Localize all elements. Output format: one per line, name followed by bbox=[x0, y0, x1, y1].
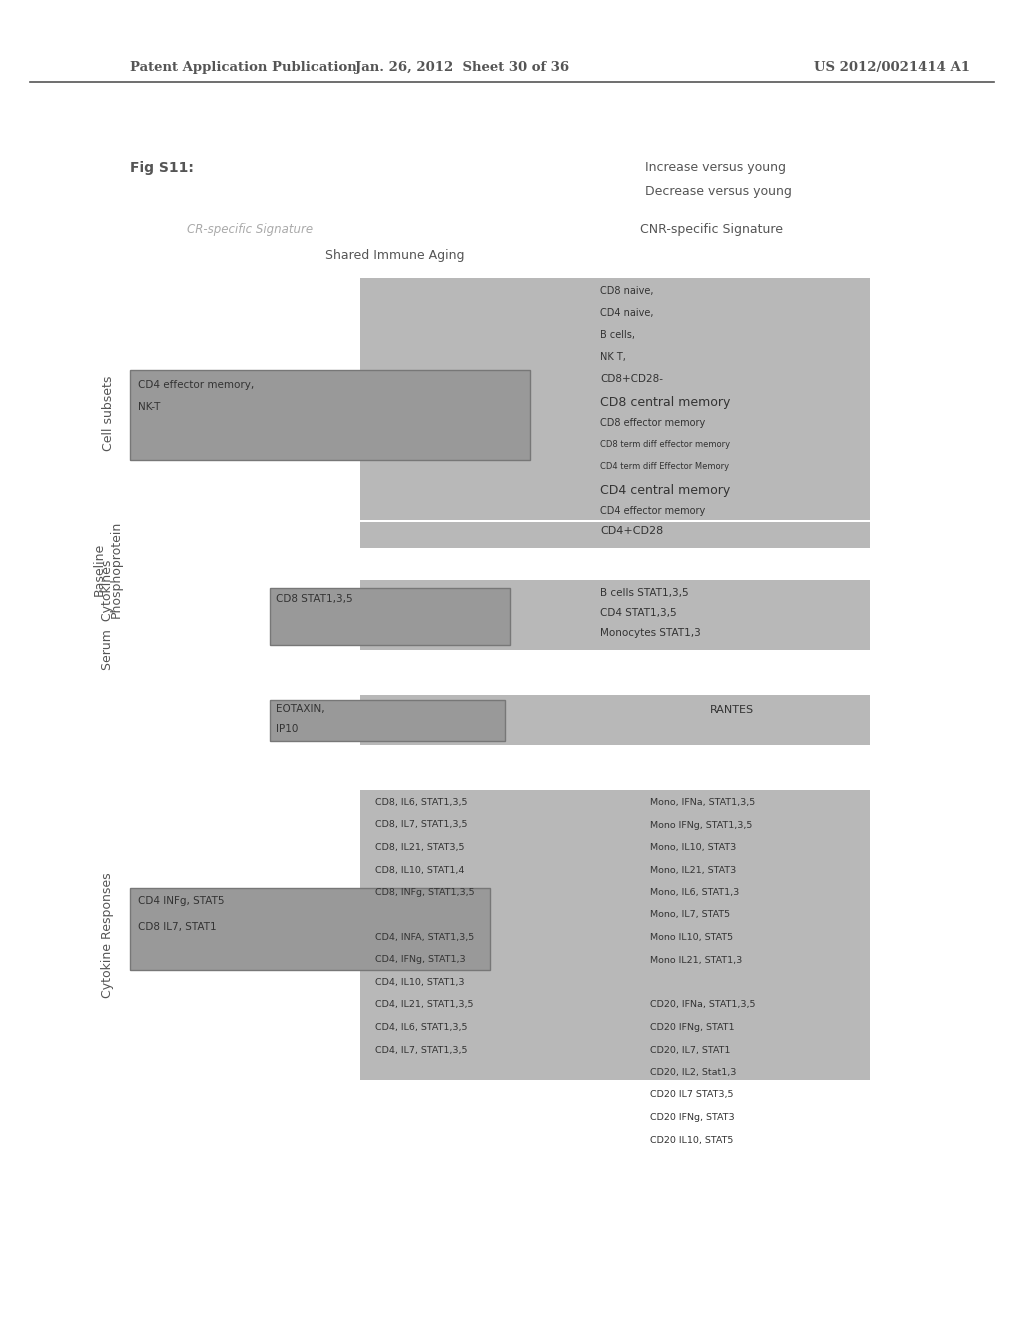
Text: NK T,: NK T, bbox=[600, 352, 626, 362]
Text: CD4 STAT1,3,5: CD4 STAT1,3,5 bbox=[600, 609, 677, 618]
Text: CD4, IL6, STAT1,3,5: CD4, IL6, STAT1,3,5 bbox=[375, 1023, 468, 1032]
Text: Mono IL21, STAT1,3: Mono IL21, STAT1,3 bbox=[650, 956, 742, 965]
Text: CD8+CD28-: CD8+CD28- bbox=[600, 374, 663, 384]
Text: CD8 STAT1,3,5: CD8 STAT1,3,5 bbox=[276, 594, 352, 605]
Text: Shared Immune Aging: Shared Immune Aging bbox=[326, 248, 465, 261]
Text: CD4 INFg, STAT5: CD4 INFg, STAT5 bbox=[138, 896, 224, 906]
Text: CD8 term diff effector memory: CD8 term diff effector memory bbox=[600, 440, 730, 449]
Text: CD20, IL2, Stat1,3: CD20, IL2, Stat1,3 bbox=[650, 1068, 736, 1077]
Text: CD20, IFNa, STAT1,3,5: CD20, IFNa, STAT1,3,5 bbox=[650, 1001, 756, 1010]
Text: CD4 effector memory,: CD4 effector memory, bbox=[138, 380, 254, 389]
Text: CD8 IL7, STAT1: CD8 IL7, STAT1 bbox=[138, 921, 217, 932]
FancyBboxPatch shape bbox=[360, 696, 870, 744]
Text: B cells,: B cells, bbox=[600, 330, 635, 341]
Text: Patent Application Publication: Patent Application Publication bbox=[130, 62, 356, 74]
FancyBboxPatch shape bbox=[360, 521, 870, 548]
Text: CD8, IL21, STAT3,5: CD8, IL21, STAT3,5 bbox=[375, 843, 465, 851]
FancyBboxPatch shape bbox=[270, 587, 510, 645]
Text: Monocytes STAT1,3: Monocytes STAT1,3 bbox=[600, 628, 700, 638]
Text: RANTES: RANTES bbox=[710, 705, 754, 715]
Text: Cytokine Responses: Cytokine Responses bbox=[101, 873, 115, 998]
Text: CD20 IFNg, STAT3: CD20 IFNg, STAT3 bbox=[650, 1113, 734, 1122]
Text: EOTAXIN,: EOTAXIN, bbox=[276, 704, 325, 714]
Text: CD4+CD28: CD4+CD28 bbox=[600, 525, 664, 536]
Text: CD4 effector memory: CD4 effector memory bbox=[600, 506, 706, 516]
FancyBboxPatch shape bbox=[130, 888, 490, 970]
Text: Mono IL10, STAT5: Mono IL10, STAT5 bbox=[650, 933, 733, 942]
FancyBboxPatch shape bbox=[360, 789, 870, 1080]
Text: NK-T: NK-T bbox=[138, 403, 161, 412]
Text: Baseline
Phosphoprotein: Baseline Phosphoprotein bbox=[93, 520, 123, 618]
Text: CD8 central memory: CD8 central memory bbox=[600, 396, 730, 409]
Text: CD8, IL7, STAT1,3,5: CD8, IL7, STAT1,3,5 bbox=[375, 821, 468, 829]
Text: Mono, IL6, STAT1,3: Mono, IL6, STAT1,3 bbox=[650, 888, 739, 898]
Text: CD4, IL21, STAT1,3,5: CD4, IL21, STAT1,3,5 bbox=[375, 1001, 473, 1010]
Text: Mono, IL21, STAT3: Mono, IL21, STAT3 bbox=[650, 866, 736, 874]
Text: Serum  Cytokines: Serum Cytokines bbox=[101, 560, 115, 671]
FancyBboxPatch shape bbox=[360, 579, 870, 649]
Text: CD8, IL6, STAT1,3,5: CD8, IL6, STAT1,3,5 bbox=[375, 799, 468, 807]
Text: CD20, IL7, STAT1: CD20, IL7, STAT1 bbox=[650, 1045, 730, 1055]
Text: Decrease versus young: Decrease versus young bbox=[645, 186, 792, 198]
Text: Mono, IL7, STAT5: Mono, IL7, STAT5 bbox=[650, 911, 730, 920]
Text: Mono, IFNa, STAT1,3,5: Mono, IFNa, STAT1,3,5 bbox=[650, 799, 756, 807]
Text: Mono IFNg, STAT1,3,5: Mono IFNg, STAT1,3,5 bbox=[650, 821, 753, 829]
Text: CD4, IFNg, STAT1,3: CD4, IFNg, STAT1,3 bbox=[375, 956, 466, 965]
Text: CNR-specific Signature: CNR-specific Signature bbox=[640, 223, 783, 236]
Text: B cells STAT1,3,5: B cells STAT1,3,5 bbox=[600, 587, 688, 598]
Text: CD4, IL7, STAT1,3,5: CD4, IL7, STAT1,3,5 bbox=[375, 1045, 468, 1055]
Text: CD4 central memory: CD4 central memory bbox=[600, 484, 730, 498]
Text: Jan. 26, 2012  Sheet 30 of 36: Jan. 26, 2012 Sheet 30 of 36 bbox=[355, 62, 569, 74]
Text: CD20 IFNg, STAT1: CD20 IFNg, STAT1 bbox=[650, 1023, 734, 1032]
Text: CD8 naive,: CD8 naive, bbox=[600, 286, 653, 296]
Text: CD8, INFg, STAT1,3,5: CD8, INFg, STAT1,3,5 bbox=[375, 888, 475, 898]
Text: Mono, IL10, STAT3: Mono, IL10, STAT3 bbox=[650, 843, 736, 851]
Text: US 2012/0021414 A1: US 2012/0021414 A1 bbox=[814, 62, 970, 74]
Text: CD20 IL10, STAT5: CD20 IL10, STAT5 bbox=[650, 1135, 733, 1144]
Text: CD8 effector memory: CD8 effector memory bbox=[600, 418, 706, 428]
Text: CD4, IL10, STAT1,3: CD4, IL10, STAT1,3 bbox=[375, 978, 465, 987]
Text: Cell subsets: Cell subsets bbox=[101, 375, 115, 450]
Text: CR-specific Signature: CR-specific Signature bbox=[187, 223, 313, 236]
Text: Fig S11:: Fig S11: bbox=[130, 161, 194, 176]
Text: CD20 IL7 STAT3,5: CD20 IL7 STAT3,5 bbox=[650, 1090, 733, 1100]
FancyBboxPatch shape bbox=[130, 370, 530, 459]
Text: CD4 term diff Effector Memory: CD4 term diff Effector Memory bbox=[600, 462, 729, 471]
Text: CD4, INFA, STAT1,3,5: CD4, INFA, STAT1,3,5 bbox=[375, 933, 474, 942]
Text: CD4 naive,: CD4 naive, bbox=[600, 308, 653, 318]
Text: IP10: IP10 bbox=[276, 723, 298, 734]
Text: CD8, IL10, STAT1,4: CD8, IL10, STAT1,4 bbox=[375, 866, 464, 874]
FancyBboxPatch shape bbox=[360, 279, 870, 520]
FancyBboxPatch shape bbox=[270, 700, 505, 741]
Text: Increase versus young: Increase versus young bbox=[645, 161, 786, 174]
